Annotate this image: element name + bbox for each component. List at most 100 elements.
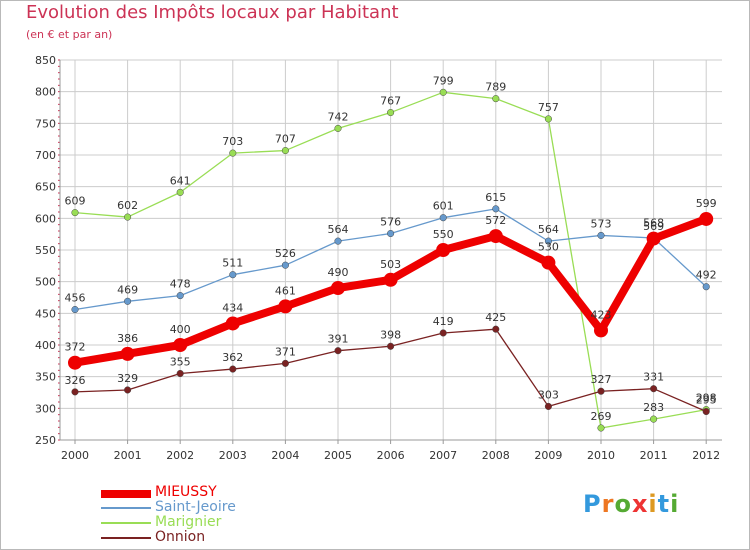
logo-letter: o <box>614 490 632 518</box>
y-tick-label: 700 <box>35 149 56 162</box>
data-point-saint-jeoire <box>281 261 289 269</box>
data-label-saint-jeoire: 615 <box>485 191 506 204</box>
data-label-saint-jeoire: 526 <box>275 247 296 260</box>
y-tick-label: 300 <box>35 402 56 415</box>
data-point-marignier <box>439 88 447 96</box>
data-point-mieussy <box>173 338 188 352</box>
data-point-mieussy <box>699 211 714 226</box>
data-label-onnion: 398 <box>380 328 401 341</box>
legend-swatch-marignier <box>101 522 151 524</box>
data-point-onnion <box>702 407 710 416</box>
proxiti-logo: Proxiti <box>583 490 679 518</box>
data-label-mieussy: 423 <box>591 308 612 321</box>
data-label-onnion: 419 <box>433 315 454 328</box>
y-tick-label: 850 <box>35 54 56 67</box>
data-label-marignier: 641 <box>170 174 191 187</box>
legend-swatch-saint-jeoire <box>101 507 151 509</box>
data-label-onnion: 295 <box>696 394 717 407</box>
x-tick-label: 2001 <box>114 449 142 462</box>
x-tick-label: 2003 <box>219 449 247 462</box>
x-tick-label: 2006 <box>377 449 405 462</box>
x-tick-label: 2011 <box>640 449 668 462</box>
x-tick-label: 2009 <box>534 449 562 462</box>
data-point-saint-jeoire <box>229 271 237 279</box>
data-label-mieussy: 434 <box>222 301 243 314</box>
data-point-marignier <box>544 115 552 123</box>
x-tick-label: 2012 <box>692 449 720 462</box>
y-tick-label: 350 <box>35 371 56 384</box>
data-point-saint-jeoire <box>334 237 342 245</box>
data-point-marignier <box>281 147 289 155</box>
data-label-marignier: 602 <box>117 199 138 212</box>
data-label-saint-jeoire: 492 <box>696 269 717 282</box>
data-label-mieussy: 572 <box>485 214 506 227</box>
data-label-mieussy: 550 <box>433 228 454 241</box>
data-point-saint-jeoire <box>387 229 395 238</box>
data-label-mieussy: 372 <box>65 341 86 354</box>
data-point-saint-jeoire <box>71 305 79 314</box>
data-label-saint-jeoire: 469 <box>117 283 138 296</box>
data-point-mieussy <box>331 281 345 295</box>
data-point-onnion <box>176 369 184 378</box>
data-label-marignier: 767 <box>380 95 401 108</box>
x-tick-label: 2007 <box>429 449 457 462</box>
data-point-marignier <box>492 95 500 103</box>
data-point-onnion <box>492 325 500 333</box>
x-tick-label: 2008 <box>482 449 510 462</box>
data-label-onnion: 326 <box>65 374 86 387</box>
legend-label-marignier: Marignier <box>155 514 222 530</box>
data-label-marignier: 609 <box>65 195 86 208</box>
data-point-mieussy <box>541 255 556 270</box>
data-label-saint-jeoire: 478 <box>170 278 191 291</box>
legend-label-saint-jeoire: Saint-Jeoire <box>155 499 236 515</box>
y-tick-label: 550 <box>35 244 56 257</box>
logo-letter: P <box>583 490 602 518</box>
data-point-saint-jeoire <box>439 214 447 222</box>
data-label-mieussy: 503 <box>380 258 401 271</box>
x-tick-label: 2005 <box>324 449 352 462</box>
data-point-marignier <box>71 209 79 217</box>
data-label-onnion: 362 <box>222 351 243 364</box>
data-label-onnion: 329 <box>117 372 138 385</box>
data-label-saint-jeoire: 569 <box>643 220 664 233</box>
data-point-mieussy <box>594 323 608 338</box>
chart-title: Evolution des Impôts locaux par Habitant <box>26 2 399 23</box>
data-point-onnion <box>124 386 132 394</box>
y-tick-label: 500 <box>35 276 56 289</box>
data-label-marignier: 742 <box>328 110 349 123</box>
data-point-onnion <box>597 387 605 395</box>
data-label-marignier: 703 <box>222 135 243 148</box>
data-point-mieussy <box>68 355 82 370</box>
y-tick-label: 600 <box>35 212 56 225</box>
data-point-saint-jeoire <box>702 283 710 291</box>
data-label-onnion: 425 <box>485 311 506 324</box>
data-label-onnion: 327 <box>591 373 612 386</box>
data-point-mieussy <box>120 346 135 361</box>
data-point-marignier <box>334 124 342 132</box>
data-label-marignier: 283 <box>643 401 664 414</box>
data-point-onnion <box>281 359 289 367</box>
data-label-marignier: 757 <box>538 101 559 114</box>
logo-letter: x <box>631 490 649 518</box>
data-label-mieussy: 461 <box>275 284 296 297</box>
data-label-onnion: 303 <box>538 388 559 401</box>
y-tick-label: 750 <box>35 117 56 130</box>
data-label-saint-jeoire: 573 <box>591 217 612 230</box>
data-label-marignier: 298 <box>696 392 717 405</box>
data-label-saint-jeoire: 564 <box>538 223 559 236</box>
data-label-onnion: 371 <box>275 345 296 358</box>
data-point-mieussy <box>383 272 398 287</box>
data-label-marignier: 707 <box>275 133 296 146</box>
legend-swatch-mieussy <box>101 490 151 498</box>
data-point-onnion <box>334 347 342 355</box>
x-tick-label: 2004 <box>271 449 299 462</box>
data-point-mieussy <box>225 316 240 331</box>
data-point-saint-jeoire <box>597 231 605 239</box>
data-point-onnion <box>439 329 447 337</box>
data-label-mieussy: 568 <box>643 217 664 230</box>
data-point-marignier <box>124 213 132 221</box>
y-tick-label: 800 <box>35 86 56 99</box>
data-label-onnion: 331 <box>643 371 664 384</box>
logo-letter: i <box>670 490 680 518</box>
